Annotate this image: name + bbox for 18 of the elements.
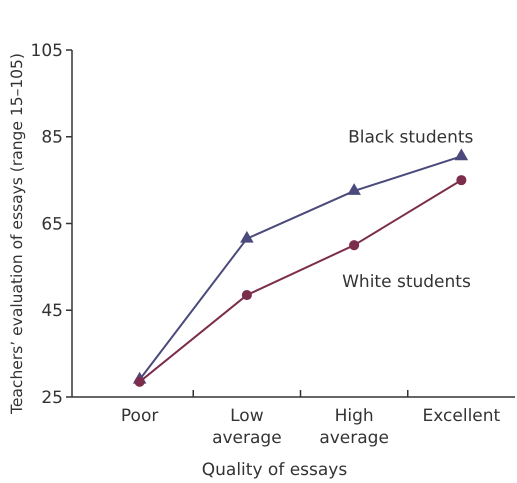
point (240, 230, 254, 243)
x-tick-label: Excellent (422, 406, 501, 426)
point (454, 148, 468, 160)
x-tick-label: Low average (212, 406, 282, 448)
y-tick-label: 85 (41, 128, 63, 148)
y-tick-label: 45 (41, 301, 63, 322)
series-label: Black students (348, 127, 474, 148)
y-tick-label: 65 (41, 214, 63, 234)
y-tick-label: 105 (30, 40, 63, 61)
point (347, 183, 361, 195)
x-axis-title: Quality of essays (202, 460, 348, 480)
series-label: White students (342, 272, 471, 292)
x-tick-label: High average (319, 406, 389, 448)
point (242, 290, 252, 300)
x-tick-label: Poor (120, 406, 158, 426)
y-axis-title: Teachers’ evaluation of essays (range 15–105) (8, 53, 26, 415)
point (349, 240, 360, 250)
y-tick-label: 25 (41, 388, 63, 408)
